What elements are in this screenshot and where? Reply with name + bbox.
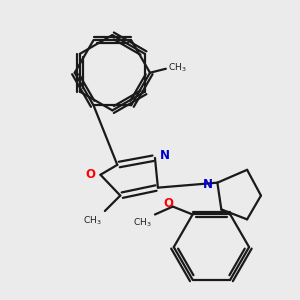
Text: N: N xyxy=(202,178,212,191)
Text: CH$_3$: CH$_3$ xyxy=(134,217,152,229)
Text: O: O xyxy=(85,168,96,181)
Text: CH$_3$: CH$_3$ xyxy=(168,61,187,74)
Text: CH$_3$: CH$_3$ xyxy=(83,215,102,227)
Text: O: O xyxy=(164,197,174,210)
Text: N: N xyxy=(160,149,170,162)
